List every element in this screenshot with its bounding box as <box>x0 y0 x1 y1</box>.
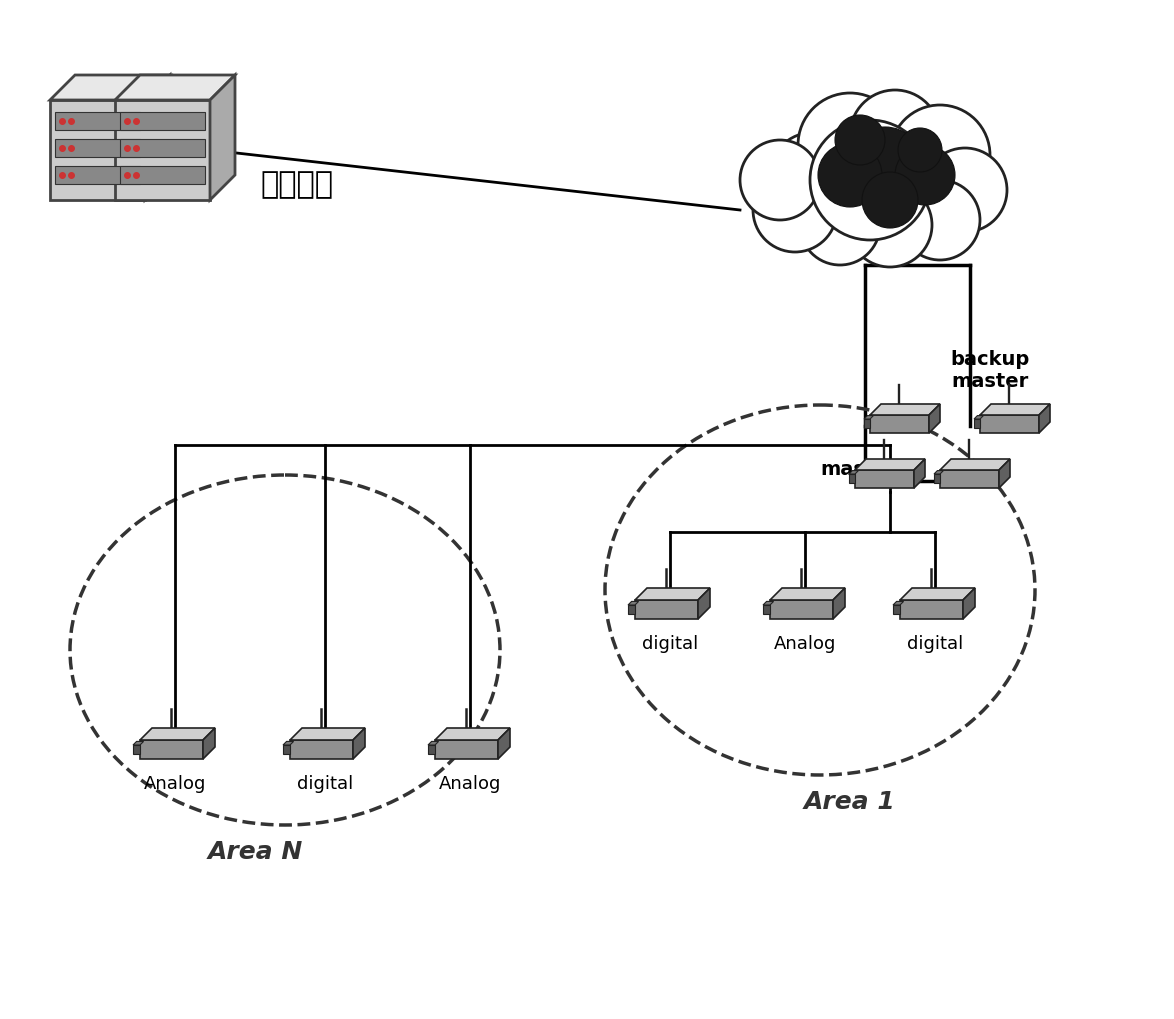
Text: backup
master: backup master <box>951 350 1030 391</box>
Polygon shape <box>436 728 510 740</box>
Bar <box>55 139 140 157</box>
Polygon shape <box>353 728 365 759</box>
Circle shape <box>835 115 885 165</box>
Polygon shape <box>893 601 904 605</box>
Circle shape <box>767 132 863 228</box>
Polygon shape <box>1039 404 1050 433</box>
Polygon shape <box>290 740 353 759</box>
Polygon shape <box>900 588 974 600</box>
Polygon shape <box>974 416 984 419</box>
Polygon shape <box>133 742 143 745</box>
Text: Analog: Analog <box>143 775 207 793</box>
Bar <box>763 605 770 614</box>
Bar <box>849 474 855 483</box>
Polygon shape <box>940 470 999 488</box>
Bar <box>628 605 635 614</box>
Bar <box>864 419 870 428</box>
Text: Area N: Area N <box>208 840 303 864</box>
Polygon shape <box>963 588 974 619</box>
Polygon shape <box>870 415 929 433</box>
Text: master: master <box>819 460 897 479</box>
Bar <box>50 100 146 200</box>
Text: digital: digital <box>642 635 699 653</box>
Bar <box>283 745 290 754</box>
Bar <box>935 474 940 483</box>
Bar <box>55 166 140 184</box>
Circle shape <box>923 148 1007 232</box>
Bar <box>120 139 205 157</box>
Text: Analog: Analog <box>774 635 836 653</box>
Polygon shape <box>834 588 845 619</box>
Polygon shape <box>283 742 294 745</box>
Polygon shape <box>915 459 925 488</box>
Circle shape <box>848 183 932 267</box>
Circle shape <box>740 140 819 220</box>
Circle shape <box>898 128 942 172</box>
Polygon shape <box>210 75 235 200</box>
Text: digital: digital <box>906 635 963 653</box>
Text: Analog: Analog <box>439 775 501 793</box>
Polygon shape <box>50 75 170 100</box>
Bar <box>120 112 205 130</box>
Polygon shape <box>999 459 1010 488</box>
Bar <box>893 605 900 614</box>
Polygon shape <box>940 459 1010 470</box>
Circle shape <box>753 168 837 252</box>
Circle shape <box>850 90 940 180</box>
Polygon shape <box>290 728 365 740</box>
Circle shape <box>890 105 990 205</box>
Bar <box>115 100 210 200</box>
Circle shape <box>810 120 930 240</box>
Polygon shape <box>855 470 915 488</box>
Bar <box>133 745 140 754</box>
Polygon shape <box>935 471 944 474</box>
Circle shape <box>895 145 954 205</box>
Polygon shape <box>635 600 699 619</box>
Circle shape <box>846 127 923 203</box>
Bar <box>429 745 436 754</box>
Polygon shape <box>498 728 510 759</box>
Polygon shape <box>628 601 639 605</box>
Polygon shape <box>980 415 1039 433</box>
Text: 网管系统: 网管系统 <box>259 170 333 200</box>
Text: Area 1: Area 1 <box>804 790 896 814</box>
Text: digital: digital <box>297 775 353 793</box>
Bar <box>55 112 140 130</box>
Polygon shape <box>980 404 1050 415</box>
Polygon shape <box>770 600 834 619</box>
Circle shape <box>818 143 882 207</box>
Polygon shape <box>770 588 845 600</box>
Polygon shape <box>763 601 774 605</box>
Polygon shape <box>115 75 235 100</box>
Polygon shape <box>870 404 940 415</box>
Circle shape <box>798 93 902 197</box>
Polygon shape <box>849 471 858 474</box>
Circle shape <box>900 180 980 260</box>
Polygon shape <box>140 740 203 759</box>
Circle shape <box>799 185 880 265</box>
Polygon shape <box>429 742 439 745</box>
Polygon shape <box>929 404 940 433</box>
Bar <box>974 419 980 428</box>
Polygon shape <box>140 728 215 740</box>
Polygon shape <box>699 588 710 619</box>
Polygon shape <box>900 600 963 619</box>
Bar <box>120 166 205 184</box>
Polygon shape <box>864 416 873 419</box>
Polygon shape <box>436 740 498 759</box>
Polygon shape <box>855 459 925 470</box>
Polygon shape <box>203 728 215 759</box>
Polygon shape <box>146 75 170 200</box>
Polygon shape <box>635 588 710 600</box>
Circle shape <box>862 172 918 228</box>
